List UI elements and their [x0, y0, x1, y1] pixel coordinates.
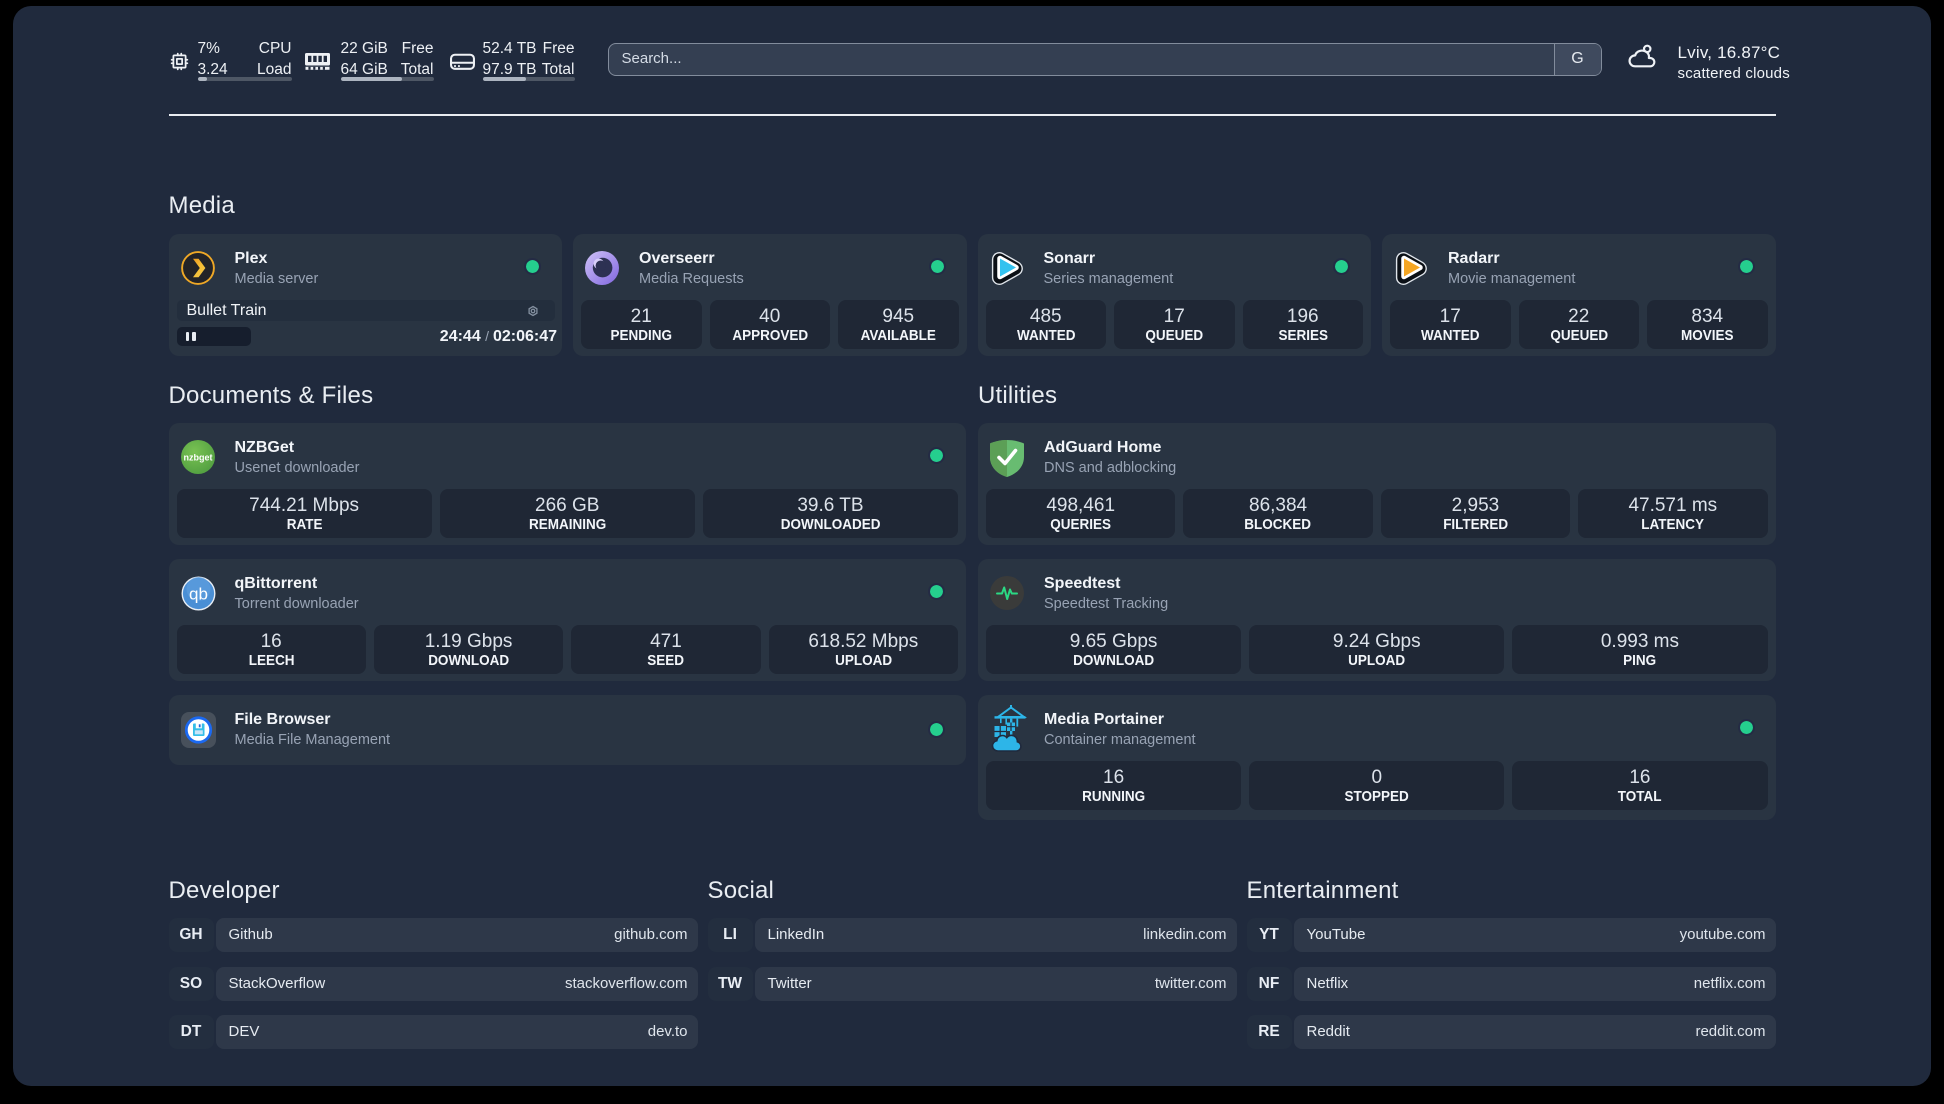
svg-text:nzbget: nzbget — [183, 453, 212, 463]
svg-text:qb: qb — [189, 585, 208, 604]
